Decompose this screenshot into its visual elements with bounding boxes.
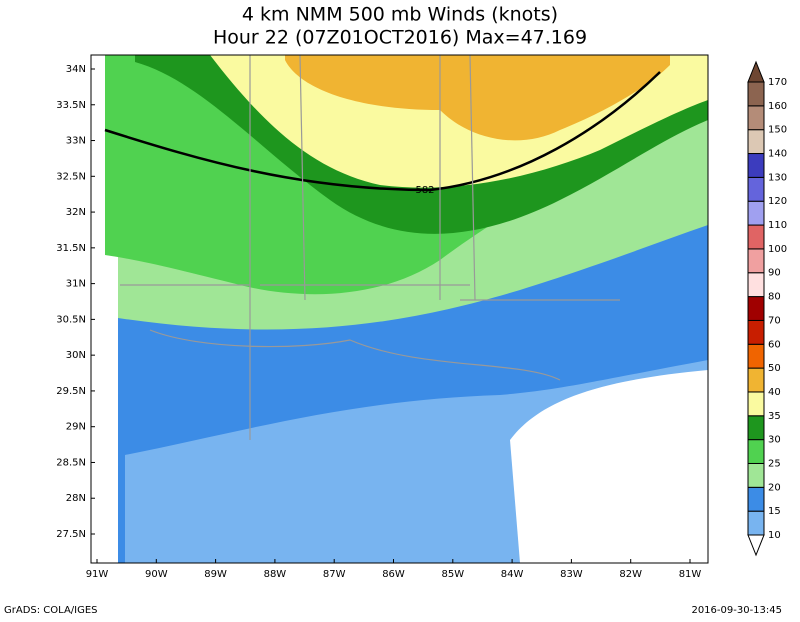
colorbar-label: 140: [768, 149, 787, 160]
colorbar-label: 100: [768, 244, 787, 255]
colorbar-label: 40: [768, 387, 781, 398]
colorbar-label: 70: [768, 315, 781, 326]
colorbar-box: [747, 200, 765, 226]
colorbar-label: 10: [768, 530, 781, 541]
colorbar-label: 90: [768, 268, 781, 279]
colorbar-box: [747, 462, 765, 488]
lon-label: 88W: [264, 569, 287, 580]
subtitle: Hour 22 (07Z01OCT2016) Max=47.169: [213, 27, 587, 49]
colorbar-box: [747, 176, 765, 202]
colorbar-box: [747, 319, 765, 345]
contour-label: 582: [415, 185, 434, 196]
lat-label: 33N: [66, 136, 86, 147]
lat-label: 32N: [66, 207, 86, 218]
lat-label: 33.5N: [56, 100, 86, 111]
map-frame: [90, 54, 709, 564]
colorbar-label: 160: [768, 101, 787, 112]
colorbar-box: [747, 391, 765, 417]
colorbar-box: [747, 415, 765, 441]
band-below-10: [510, 370, 708, 563]
colorbar-box: [747, 272, 765, 298]
colorbar-label: 25: [768, 458, 781, 469]
lat-label: 28.5N: [56, 457, 86, 468]
colorbar-label: 170: [768, 77, 787, 88]
colorbar-low-triangle: [747, 534, 765, 557]
lon-axis: 91W 90W 89W 88W 87W 86W 85W 84W 83W 82W 81W: [86, 559, 702, 580]
lon-label: 87W: [323, 569, 346, 580]
lat-label: 28N: [66, 493, 86, 504]
colorbar-label: 20: [768, 482, 781, 493]
colorbar-label: 60: [768, 339, 781, 350]
colorbar-label: 50: [768, 363, 781, 374]
lat-label: 31N: [66, 279, 86, 290]
colorbar-box: [747, 248, 765, 274]
colorbar-box: [747, 439, 765, 464]
colorbar-box: [747, 367, 765, 393]
colorbar-box: [747, 510, 765, 536]
lon-label: 83W: [560, 569, 583, 580]
footer-right: 2016-09-30-13:45: [691, 605, 782, 616]
lat-label: 30.5N: [56, 314, 86, 325]
colorbar-box: [747, 153, 765, 178]
lon-label: 90W: [145, 569, 168, 580]
lon-label: 81W: [679, 569, 702, 580]
colorbar-label: 130: [768, 172, 787, 183]
lon-label: 82W: [619, 569, 642, 580]
map-field: [91, 55, 708, 563]
lon-label: 84W: [501, 569, 524, 580]
lon-label: 89W: [204, 569, 227, 580]
lat-label: 32.5N: [56, 171, 86, 182]
state-borders: [120, 55, 620, 440]
colorbar-label: 35: [768, 411, 781, 422]
lat-label: 29N: [66, 422, 86, 433]
colorbar-label: 150: [768, 125, 787, 136]
colorbar-high-triangle: [747, 60, 765, 83]
colorbar-label: 80: [768, 292, 781, 303]
band-40-50: [285, 55, 670, 141]
title: 4 km NMM 500 mb Winds (knots): [242, 4, 558, 26]
colorbar-box: [747, 296, 765, 321]
colorbar-box: [747, 343, 765, 369]
lon-label: 91W: [86, 569, 109, 580]
lat-label: 31.5N: [56, 243, 86, 254]
colorbar-box: [747, 105, 765, 131]
colorbar-label: 15: [768, 506, 781, 517]
colorbar-label: 30: [768, 435, 781, 446]
lat-label: 34N: [66, 64, 86, 75]
lat-label: 29.5N: [56, 386, 86, 397]
lon-label: 86W: [382, 569, 405, 580]
lat-axis: 34N 33.5N 33N 32.5N 32N 31.5N 31N 30.5N 30N 29.5N…: [56, 64, 95, 540]
lon-label: 85W: [441, 569, 464, 580]
colorbar-box: [747, 224, 765, 250]
colorbar-label: 110: [768, 220, 787, 231]
colorbar: 10 15 20 25 30 35 40 50 60 70 80 90 100 110 120 130 140 1…: [747, 60, 787, 557]
footer-left: GrADS: COLA/IGES: [4, 605, 98, 616]
colorbar-box: [747, 81, 765, 107]
lat-label: 27.5N: [56, 529, 86, 540]
colorbar-label: 120: [768, 196, 787, 207]
lat-label: 30N: [66, 350, 86, 361]
colorbar-box: [747, 129, 765, 155]
contour-line: [104, 71, 661, 192]
colorbar-box: [747, 486, 765, 512]
